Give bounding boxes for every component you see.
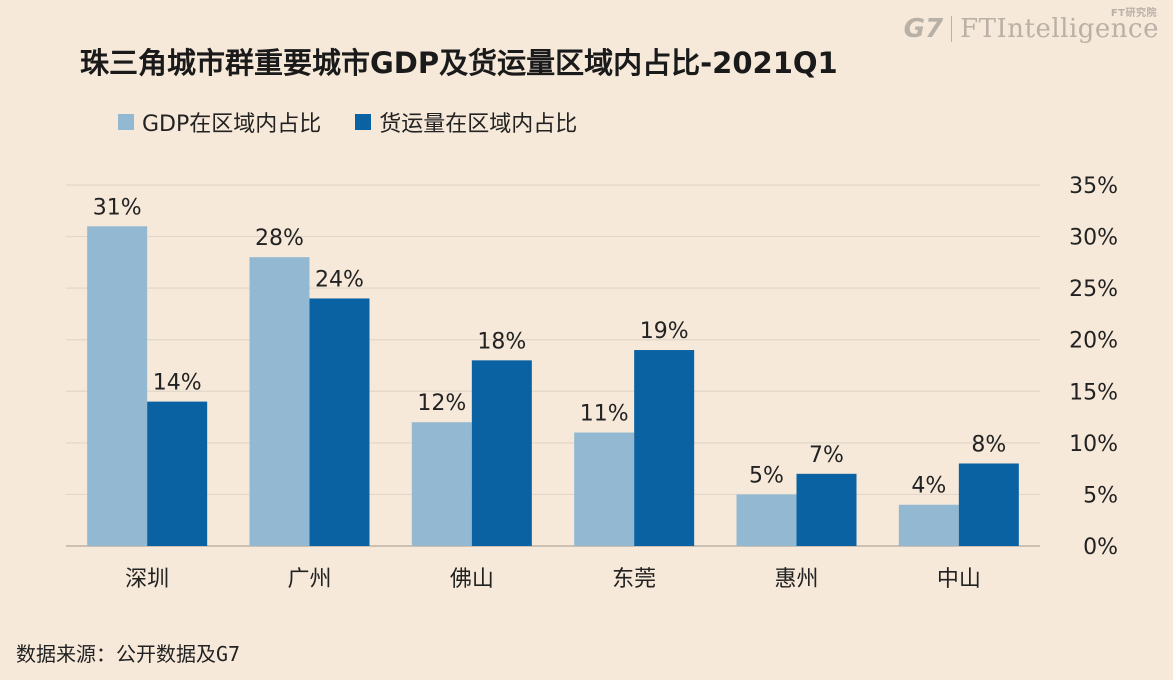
y-tick-label: 35% <box>1069 174 1118 199</box>
data-label: 31% <box>93 195 142 220</box>
y-tick-label: 25% <box>1069 277 1118 302</box>
bar-freight <box>471 360 532 546</box>
bar-gdp <box>574 432 635 546</box>
chart-legend: GDP在区域内占比 货运量在区域内占比 <box>118 106 611 138</box>
x-tick-label: 广州 <box>287 567 331 592</box>
legend-label-freight: 货运量在区域内占比 <box>379 112 578 137</box>
x-tick-label: 深圳 <box>125 567 169 592</box>
data-label: 18% <box>477 329 526 354</box>
legend-swatch-gdp <box>118 114 134 130</box>
legend-label-gdp: GDP在区域内占比 <box>142 112 322 137</box>
brand-logo: G7 FTIntelligence FT研究院 <box>903 8 1159 44</box>
bar-freight <box>958 463 1019 546</box>
ft-intelligence-wordmark: FTIntelligence <box>960 14 1159 44</box>
bar-gdp <box>249 257 310 546</box>
ft-intelligence-logo-text: FTIntelligence FT研究院 <box>960 8 1159 44</box>
legend-swatch-freight <box>355 114 372 130</box>
data-label: 14% <box>153 371 202 396</box>
x-tick-label: 惠州 <box>774 567 818 592</box>
y-tick-label: 5% <box>1083 483 1118 508</box>
x-tick-label: 中山 <box>937 567 981 592</box>
bar-freight <box>147 401 208 546</box>
data-label: 11% <box>580 402 629 427</box>
y-tick-label: 0% <box>1083 535 1118 560</box>
bar-freight <box>796 473 857 546</box>
bar-freight <box>309 298 370 546</box>
legend-item-freight: 货运量在区域内占比 <box>355 106 577 138</box>
data-label: 8% <box>971 432 1006 457</box>
bar-gdp <box>411 422 472 546</box>
bar-freight <box>634 350 695 546</box>
data-source-note: 数据来源：公开数据及G7 <box>16 642 241 666</box>
bar-gdp <box>736 494 797 546</box>
data-label: 24% <box>315 267 364 292</box>
data-label: 5% <box>749 463 784 488</box>
y-tick-label: 10% <box>1069 432 1118 457</box>
x-tick-label: 东莞 <box>612 567 656 592</box>
data-label: 7% <box>809 443 844 468</box>
y-tick-label: 15% <box>1069 380 1118 405</box>
legend-item-gdp: GDP在区域内占比 <box>118 106 321 138</box>
bar-gdp <box>87 226 148 546</box>
g7-logo-text: G7 <box>903 14 944 44</box>
brand-divider <box>951 16 953 42</box>
data-label: 4% <box>911 474 946 499</box>
ft-research-subtext: FT研究院 <box>1110 8 1157 19</box>
data-label: 28% <box>255 226 304 251</box>
bar-gdp <box>898 504 959 546</box>
data-label: 19% <box>640 319 689 344</box>
data-label: 12% <box>417 391 466 416</box>
y-tick-label: 20% <box>1069 329 1118 354</box>
chart-title: 珠三角城市群重要城市GDP及货运量区域内占比-2021Q1 <box>80 46 838 80</box>
x-tick-label: 佛山 <box>450 567 494 592</box>
y-tick-label: 30% <box>1069 226 1118 251</box>
